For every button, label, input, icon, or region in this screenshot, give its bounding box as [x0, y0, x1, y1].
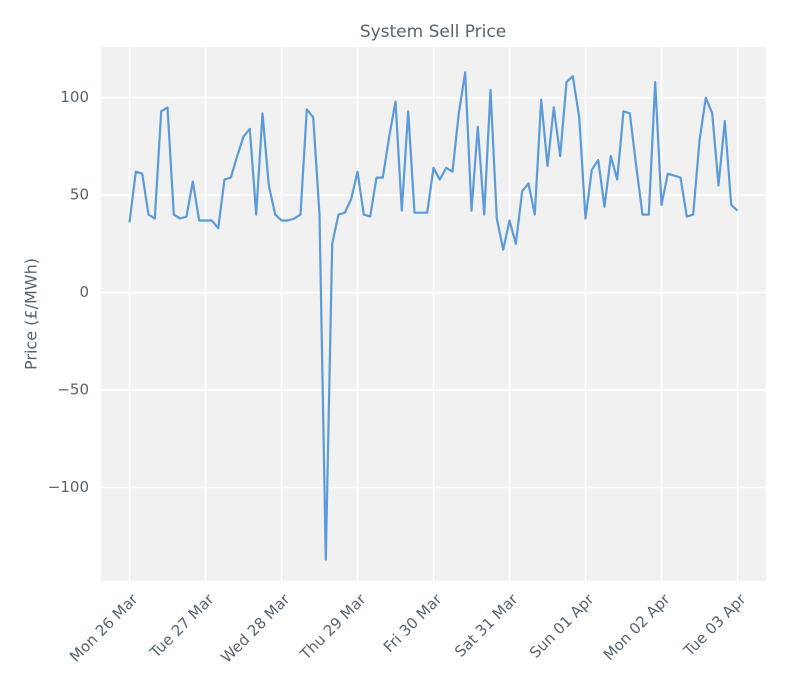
x-tick-label: Wed 28 Mar [217, 590, 294, 667]
x-tick-label: Tue 03 Apr [679, 590, 750, 661]
y-tick-label: 0 [79, 283, 89, 301]
y-tick-label: 100 [60, 88, 89, 106]
y-tick-label: −50 [57, 381, 89, 399]
y-axis-label: Price (£/MWh) [22, 258, 41, 370]
x-tick-label: Sun 01 Apr [526, 590, 598, 662]
x-tick-label: Mon 26 Mar [66, 590, 142, 666]
y-tick-label: 50 [70, 186, 89, 204]
x-tick-label: Sat 31 Mar [451, 590, 522, 661]
x-tick-label: Fri 30 Mar [380, 590, 446, 656]
chart-title: System Sell Price [360, 22, 506, 42]
price-line [128, 71, 739, 561]
x-tick-label: Tue 27 Mar [146, 590, 218, 662]
x-tick-label: Mon 02 Apr [600, 590, 674, 664]
y-tick-label: −100 [48, 478, 89, 496]
x-tick-label: Thu 29 Mar [296, 590, 370, 664]
